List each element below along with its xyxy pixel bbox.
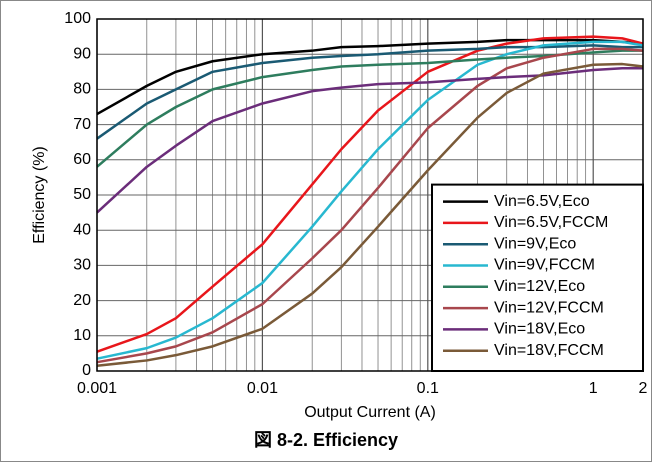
- y-tick-label: 30: [73, 257, 91, 274]
- y-tick-label: 0: [82, 362, 91, 379]
- series-line: [96, 49, 643, 168]
- x-axis-label: Output Current (A): [304, 404, 436, 421]
- legend-label: Vin=18V,Eco: [494, 321, 585, 338]
- series-line: [96, 40, 644, 360]
- series-line: [96, 38, 644, 116]
- legend-label: Vin=18V,FCCM: [494, 342, 604, 359]
- caption: 図 8-2. Efficiency: [254, 430, 398, 450]
- legend-label: Vin=6.5V,FCCM: [494, 214, 608, 231]
- x-tick-label: 1: [589, 380, 598, 397]
- series-line: [96, 47, 644, 364]
- series-line: [96, 67, 643, 214]
- legend-label: Vin=6.5V,Eco: [494, 193, 590, 210]
- y-tick-label: 100: [64, 10, 91, 27]
- y-tick-label: 10: [73, 327, 91, 344]
- x-tick-label: 0.1: [417, 380, 439, 397]
- legend-label: Vin=12V,Eco: [494, 278, 585, 295]
- series-line: [96, 44, 643, 140]
- x-tick-label: 2: [639, 380, 648, 397]
- y-tick-label: 50: [73, 186, 91, 203]
- series-line: [96, 62, 644, 367]
- legend-label: Vin=9V,FCCM: [494, 257, 595, 274]
- y-tick-label: 80: [73, 81, 91, 98]
- x-tick-label: 0.001: [77, 380, 117, 397]
- legend-label: Vin=9V,Eco: [494, 235, 576, 252]
- y-axis-label: Efficiency (%): [31, 146, 48, 244]
- x-tick-label: 0.01: [247, 380, 278, 397]
- legend-label: Vin=12V,FCCM: [494, 299, 604, 316]
- y-tick-label: 60: [73, 151, 91, 168]
- series-line: [96, 35, 644, 353]
- y-tick-label: 20: [73, 292, 91, 309]
- y-tick-label: 70: [73, 116, 91, 133]
- y-tick-label: 40: [73, 221, 91, 238]
- y-tick-label: 90: [73, 45, 91, 62]
- legend-box: [431, 183, 644, 372]
